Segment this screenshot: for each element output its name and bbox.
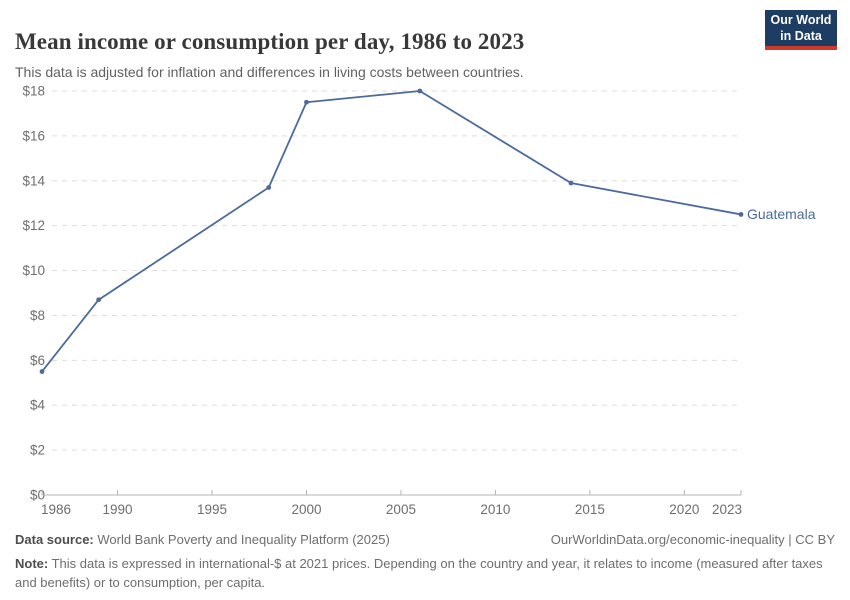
data-point[interactable] — [96, 297, 102, 303]
data-point[interactable] — [304, 99, 309, 105]
data-point[interactable] — [266, 185, 272, 190]
x-tick-label: 2000 — [291, 502, 321, 517]
data-line[interactable] — [41, 90, 742, 373]
data-point[interactable] — [417, 88, 423, 94]
page-subtitle: This data is adjusted for inflation and … — [15, 64, 524, 80]
x-tick-label: 2015 — [575, 502, 605, 517]
owid-url-link[interactable]: OurWorldinData.org/economic-inequality |… — [550, 532, 835, 547]
line-chart: $0 $2 $4 $6 $8 $10 $12 $14 $16 $18 1986 1990 1995 200… — [22, 84, 816, 518]
page-title: Mean income or consumption per day, 1986… — [15, 29, 525, 55]
x-tick-label: 2020 — [669, 502, 699, 517]
data-point[interactable] — [39, 369, 45, 374]
data-point[interactable] — [738, 212, 744, 217]
y-tick-label: $14 — [22, 173, 45, 188]
series-end-label[interactable]: Guatemala — [747, 206, 816, 222]
x-tick-label: 2023 — [712, 502, 742, 517]
data-source-text: World Bank Poverty and Inequality Platfo… — [93, 532, 390, 547]
y-tick-label: $0 — [30, 488, 45, 503]
y-tick-label: $4 — [30, 398, 46, 413]
y-tick-label: $8 — [30, 308, 45, 323]
y-tick-label: $16 — [22, 128, 45, 143]
note-label: Note: — [15, 555, 49, 571]
y-tick-label: $18 — [22, 84, 45, 99]
x-tick-label: 2010 — [480, 502, 510, 517]
note-line: Note: This data is expressed in internat… — [15, 555, 835, 593]
y-tick-label: $2 — [30, 443, 45, 458]
x-tick-label: 1990 — [103, 502, 133, 517]
data-source-label: Data source: — [15, 532, 94, 547]
chart-footer: Data source: World Bank Poverty and Ineq… — [15, 531, 835, 593]
owid-logo-line1: Our World — [770, 12, 832, 27]
owid-logo[interactable]: Our World in Data — [765, 10, 837, 50]
data-source-line: Data source: World Bank Poverty and Ineq… — [15, 531, 390, 550]
note-text: This data is expressed in international-… — [15, 555, 823, 590]
x-tick-label: 1995 — [197, 502, 227, 517]
data-point[interactable] — [568, 180, 574, 186]
y-tick-label: $6 — [30, 353, 45, 368]
y-tick-label: $12 — [22, 218, 45, 233]
y-tick-label: $10 — [22, 263, 45, 278]
owid-logo-line2: in Data — [780, 29, 822, 43]
x-tick-label: 2005 — [386, 502, 416, 517]
x-tick-label: 1986 — [41, 502, 71, 517]
